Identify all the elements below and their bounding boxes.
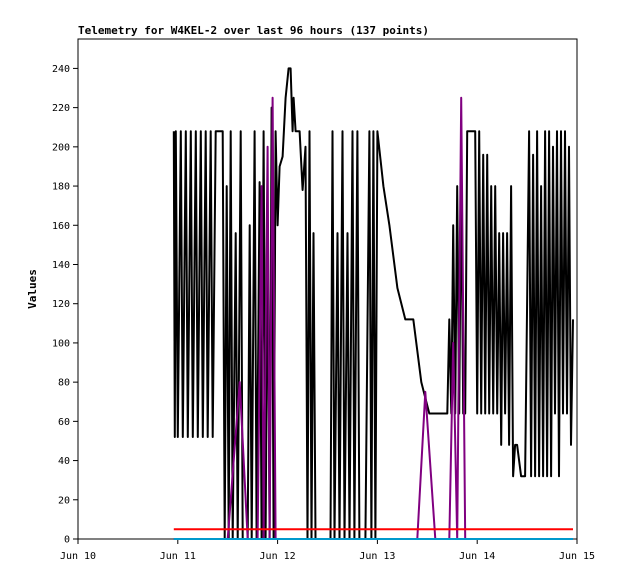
x-tick-label: Jun 11 — [160, 551, 196, 562]
y-tick-label: 40 — [58, 456, 70, 467]
series-line-1 — [172, 67, 574, 540]
y-tick-label: 100 — [52, 338, 70, 349]
chart-title: Telemetry for W4KEL-2 over last 96 hours… — [78, 24, 429, 37]
x-tick-label: Jun 15 — [559, 551, 595, 562]
x-tick-label: Jun 13 — [359, 551, 395, 562]
y-tick-label: 0 — [64, 535, 70, 546]
y-axis-label: Values — [26, 269, 39, 309]
y-axis: 0 20 40 60 80 100 120 140 160 180 200 220 240 — [52, 64, 78, 546]
y-tick-label: 120 — [52, 299, 70, 310]
y-tick-label: 200 — [52, 142, 70, 153]
x-tick-label: Jun 12 — [260, 551, 296, 562]
y-tick-label: 80 — [58, 378, 70, 389]
y-tick-label: 140 — [52, 260, 70, 271]
series-layer — [172, 67, 574, 540]
y-tick-label: 20 — [58, 495, 70, 506]
y-tick-label: 220 — [52, 103, 70, 114]
x-axis: Jun 10 Jun 11 Jun 12 Jun 13 Jun 14 Jun 15 — [60, 539, 595, 562]
x-tick-label: Jun 14 — [459, 551, 495, 562]
y-tick-label: 160 — [52, 221, 70, 232]
y-tick-label: 60 — [58, 417, 70, 428]
y-tick-label: 240 — [52, 64, 70, 75]
x-tick-label: Jun 10 — [60, 551, 96, 562]
y-tick-label: 180 — [52, 182, 70, 193]
